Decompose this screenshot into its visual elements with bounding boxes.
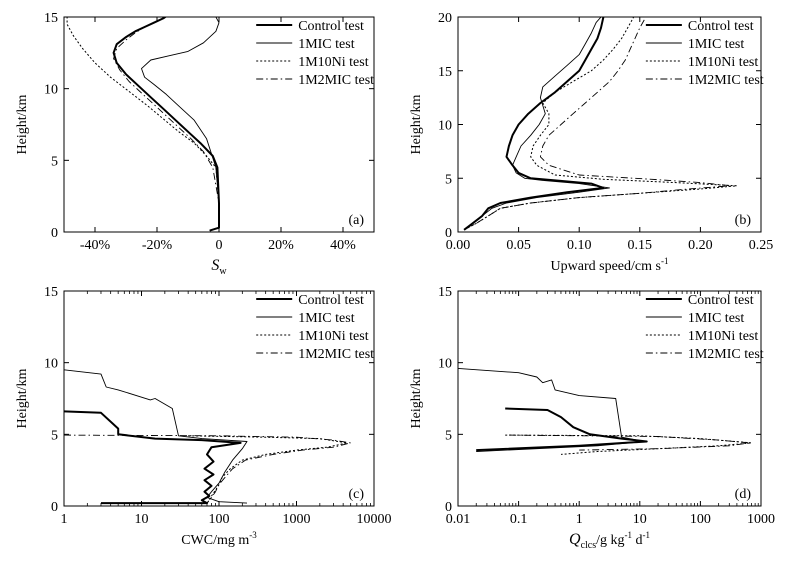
x-tick-label: 1 — [61, 512, 68, 527]
panel-label: (b) — [735, 213, 752, 228]
y-tick-label: 15 — [438, 65, 452, 80]
legend-label: 1M2MIC test — [298, 73, 374, 88]
x-tick-label: 1000 — [283, 512, 311, 527]
x-tick-label: 40% — [330, 238, 356, 253]
series-line-1m10ni-test — [66, 17, 220, 232]
y-axis-label: Height/km — [15, 368, 30, 428]
series-group — [66, 17, 220, 232]
series-line-1mic-test — [64, 369, 248, 504]
x-tick-label: -20% — [142, 238, 173, 253]
series-line-control-test — [463, 17, 605, 231]
y-tick-label: 15 — [438, 285, 452, 300]
series-line-1m2mic-test — [463, 17, 732, 231]
series-group — [463, 17, 738, 231]
series-line-1m2mic-test — [113, 17, 220, 232]
legend-label: 1M2MIC test — [688, 73, 764, 88]
legend-label: 1M10Ni test — [298, 329, 369, 344]
series-line-1m2mic-test — [64, 434, 352, 504]
series-group — [64, 369, 352, 505]
legend-label: Control test — [688, 19, 754, 34]
series-line-control-test — [112, 17, 220, 232]
panel-label: (d) — [735, 487, 752, 502]
x-tick-label: 0.01 — [446, 512, 471, 527]
series-line-1m10ni-test — [505, 434, 753, 455]
legend-label: 1MIC test — [688, 311, 745, 326]
x-tick-label: 0.1 — [510, 512, 528, 527]
y-tick-label: 5 — [51, 428, 58, 443]
y-tick-label: 10 — [438, 357, 452, 372]
y-tick-label: 5 — [445, 172, 452, 187]
legend-label: 1M10Ni test — [688, 55, 759, 70]
chart-panel-2: 0.00 0.05 0.10 0.15 0.20 0.25 0 5 10 15 20 Height/k… — [409, 11, 773, 274]
y-axis-label: Height/km — [409, 368, 424, 428]
x-tick-label: 0.00 — [446, 238, 471, 253]
chart-panel-4: 0.01 0.1 1 10 100 1000 0 5 10 15 Height/km Qclcs/g … — [409, 285, 775, 551]
x-tick-label: 0.05 — [506, 238, 531, 253]
y-axis-label: Height/km — [15, 94, 30, 154]
y-tick-label: 20 — [438, 11, 452, 26]
x-axis-label: Sw — [211, 257, 227, 277]
panel-label: (c) — [348, 487, 364, 502]
chart-panel-3: 1 10 100 1000 10000 0 5 10 15 Height/km CWC/mg m-3… — [15, 285, 392, 548]
y-tick-label: 15 — [44, 11, 58, 26]
legend-label: 1MIC test — [298, 37, 355, 52]
x-axis-label: Qclcs/g kg-1 d-1 — [569, 530, 650, 551]
series-line-control-test — [476, 407, 648, 452]
series-line-1m10ni-test — [188, 435, 348, 504]
y-axis-label: Height/km — [409, 94, 424, 154]
x-tick-label: 100 — [690, 512, 711, 527]
legend-label: 1M10Ni test — [688, 329, 759, 344]
y-tick-label: 0 — [445, 500, 452, 515]
x-tick-label: 1 — [576, 512, 583, 527]
series-line-1m2mic-test — [509, 434, 751, 451]
y-tick-label: 0 — [51, 500, 58, 515]
legend-label: 1M10Ni test — [298, 55, 369, 70]
legend-label: Control test — [298, 293, 364, 308]
x-tick-label: 10000 — [357, 512, 392, 527]
chart-panel-1: -40% -20% 0 20% 40% 0 5 10 15 Height/km Sw (a) Contr… — [15, 11, 375, 277]
legend-label: 1M2MIC test — [298, 347, 374, 362]
x-tick-label: 0.15 — [628, 238, 653, 253]
legend-label: Control test — [688, 293, 754, 308]
y-tick-label: 5 — [445, 428, 452, 443]
legend-label: 1M2MIC test — [688, 347, 764, 362]
plot-frame — [457, 290, 762, 507]
y-tick-label: 0 — [445, 226, 452, 241]
x-tick-label: 20% — [268, 238, 294, 253]
y-tick-label: 0 — [51, 226, 58, 241]
legend-label: 1MIC test — [688, 37, 745, 52]
x-tick-label: 10 — [135, 512, 149, 527]
panel-label: (a) — [348, 213, 364, 228]
x-tick-label: 0 — [216, 238, 223, 253]
legend-label: Control test — [298, 19, 364, 34]
x-axis-label: CWC/mg m-3 — [181, 530, 257, 548]
series-line-control-test — [64, 410, 242, 505]
x-tick-label: 100 — [209, 512, 230, 527]
legend-label: 1MIC test — [298, 311, 355, 326]
x-tick-label: 10 — [633, 512, 647, 527]
x-tick-label: 0.20 — [688, 238, 713, 253]
series-line-1mic-test — [141, 17, 220, 232]
x-tick-label: 0.25 — [749, 238, 774, 253]
x-axis-label: Upward speed/cm s-1 — [551, 256, 669, 274]
series-line-1mic-test — [458, 367, 646, 452]
y-tick-label: 15 — [44, 285, 58, 300]
series-line-1mic-test — [463, 17, 610, 231]
y-tick-label: 5 — [51, 154, 58, 169]
x-tick-label: -40% — [80, 238, 111, 253]
y-tick-label: 10 — [44, 357, 58, 372]
series-group — [458, 367, 753, 455]
y-tick-label: 10 — [438, 119, 452, 134]
x-tick-label: 0.10 — [567, 238, 592, 253]
x-tick-label: 1000 — [747, 512, 775, 527]
y-tick-label: 10 — [44, 83, 58, 98]
